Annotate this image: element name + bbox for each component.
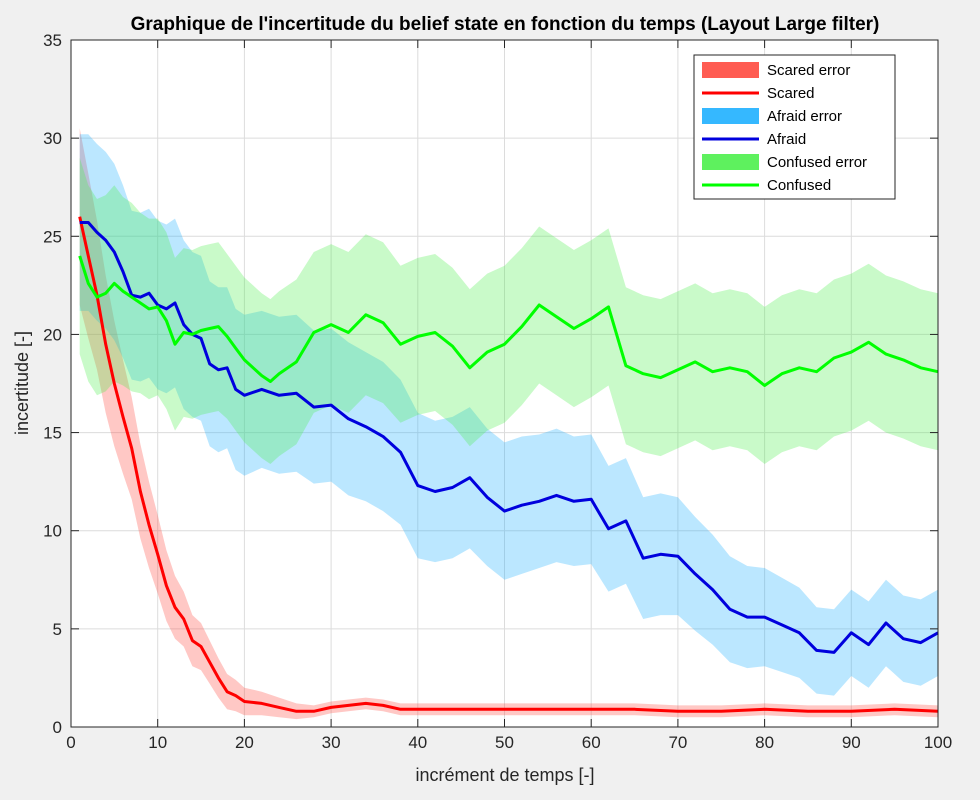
afraid-line xyxy=(79,221,939,654)
confused-line xyxy=(78,255,939,387)
legend: Scared error Scared Afraid error Afraid Conf… xyxy=(693,54,896,200)
ticks xyxy=(70,39,939,728)
scared-line xyxy=(78,216,939,713)
x-tick-label: 20 xyxy=(235,733,254,752)
x-tick-label: 0 xyxy=(66,733,75,752)
x-tick-label: 100 xyxy=(924,733,952,752)
legend-swatch xyxy=(702,154,759,170)
y-tick-label: 10 xyxy=(43,522,62,541)
legend-label: Afraid error xyxy=(767,108,842,125)
y-tick-label: 20 xyxy=(43,325,62,344)
x-tick-label: 30 xyxy=(322,733,341,752)
x-tick-labels: 0 10 20 30 40 50 60 70 80 90 100 xyxy=(66,733,952,752)
legend-swatch xyxy=(702,108,759,124)
x-axis-label: incrément de temps [-] xyxy=(415,765,594,785)
afraid-error-band xyxy=(79,134,938,696)
legend-label: Scared error xyxy=(767,62,850,79)
legend-label: Confused error xyxy=(767,154,867,171)
x-tick-label: 10 xyxy=(148,733,167,752)
x-tick-label: 60 xyxy=(582,733,601,752)
y-tick-label: 35 xyxy=(43,31,62,50)
series-lines xyxy=(78,216,939,713)
error-bands xyxy=(79,128,938,720)
chart-title: Graphique de l'incertitude du belief sta… xyxy=(131,14,880,35)
y-tick-label: 0 xyxy=(53,718,62,737)
legend-swatch xyxy=(702,62,759,78)
legend-label: Scared xyxy=(767,85,815,102)
legend-items: Scared error Scared Afraid error Afraid Conf… xyxy=(702,62,867,194)
x-tick-label: 90 xyxy=(842,733,861,752)
x-tick-label: 70 xyxy=(668,733,687,752)
y-tick-labels: 0 5 10 15 20 25 30 35 xyxy=(43,31,62,737)
confused-error-band xyxy=(79,157,938,465)
x-tick-label: 80 xyxy=(755,733,774,752)
legend-label: Confused xyxy=(767,177,831,194)
y-tick-label: 15 xyxy=(43,424,62,443)
y-axis-label: incertitude [-] xyxy=(12,331,32,435)
y-tick-label: 30 xyxy=(43,129,62,148)
x-tick-label: 50 xyxy=(495,733,514,752)
legend-box xyxy=(693,54,896,200)
x-tick-label: 40 xyxy=(408,733,427,752)
y-tick-label: 25 xyxy=(43,227,62,246)
legend-label: Afraid xyxy=(767,131,806,148)
y-tick-label: 5 xyxy=(53,620,62,639)
